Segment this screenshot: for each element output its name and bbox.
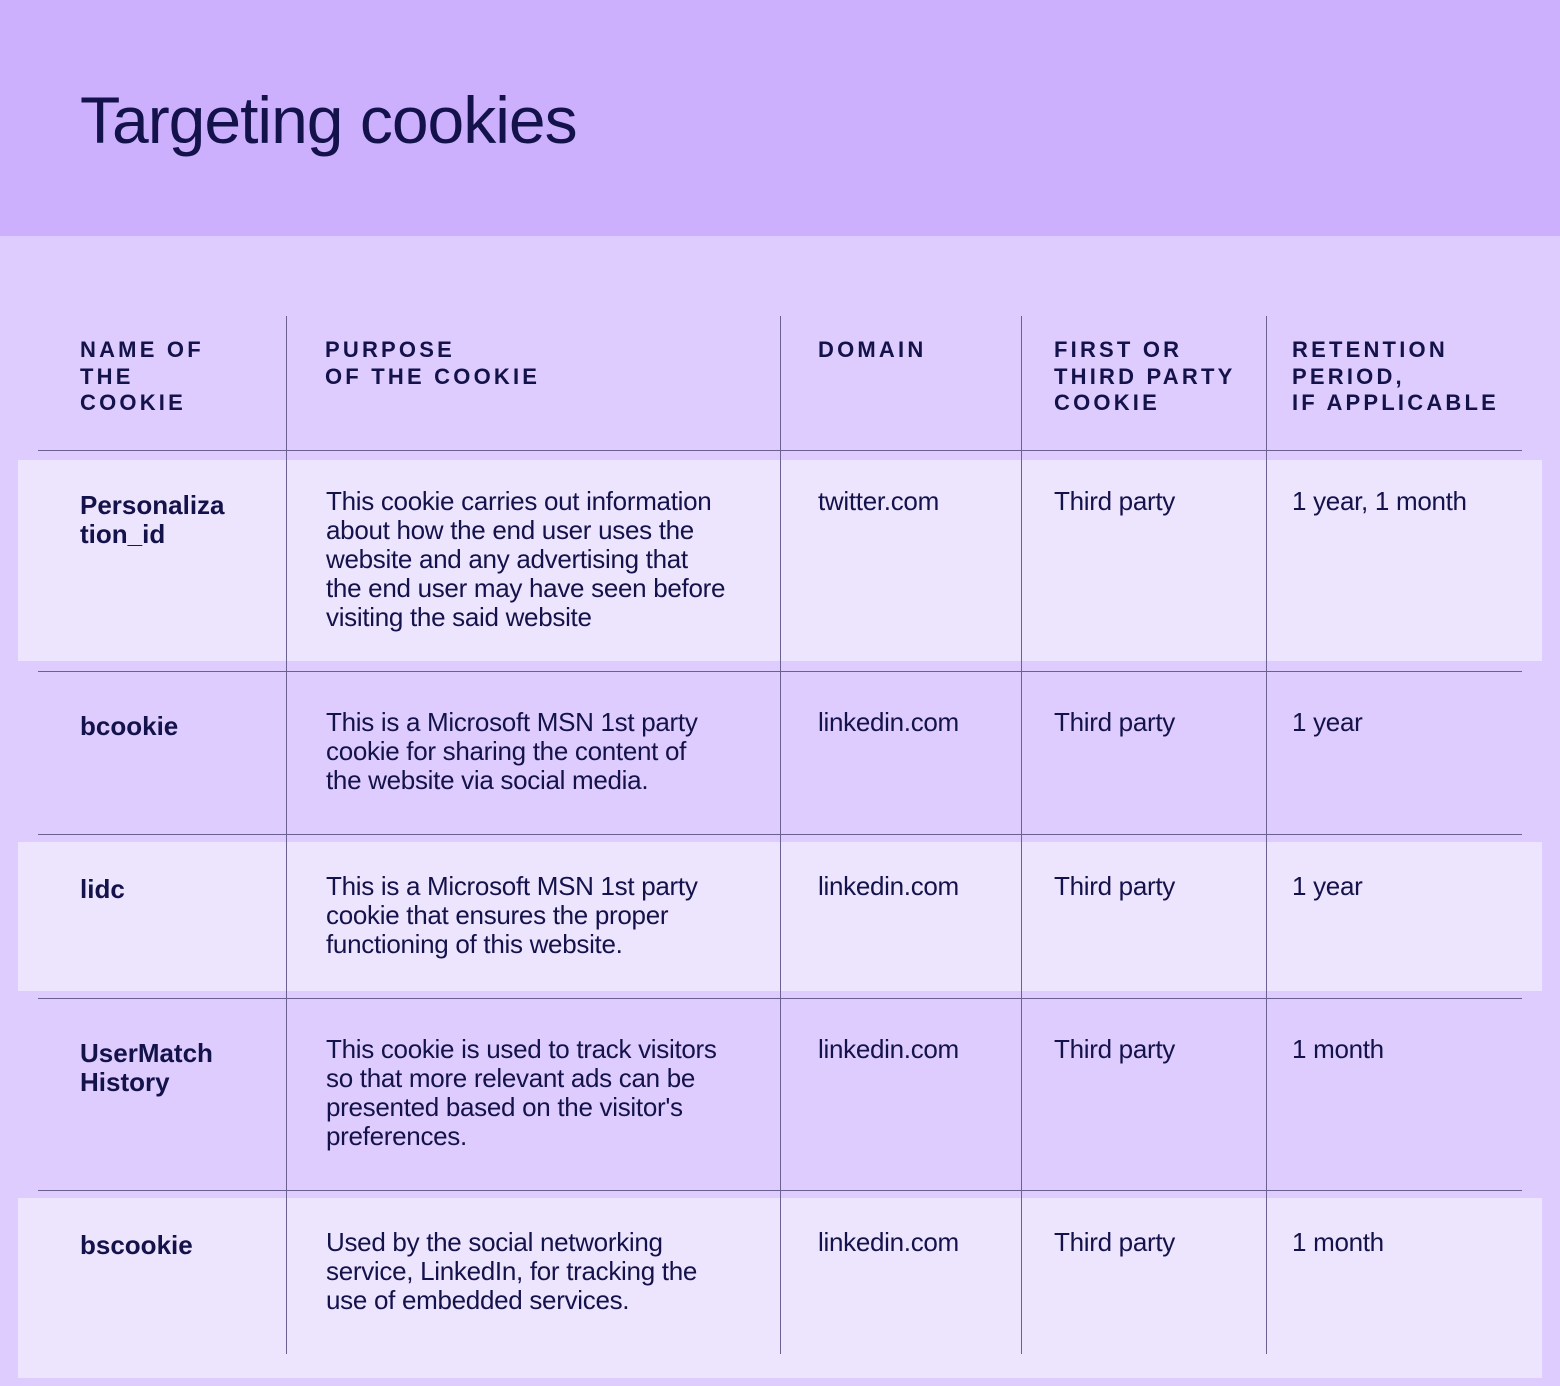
column-divider [286,316,287,1354]
column-divider [1266,316,1267,1354]
cookie-purpose: This is a Microsoft MSN 1st party cookie… [326,871,698,959]
header-purpose: PURPOSE OF THE COOKIE [325,337,541,389]
cookie-domain: linkedin.com [818,707,959,737]
cookie-domain: linkedin.com [818,1034,959,1064]
header-domain: DOMAIN [818,337,927,362]
cookie-purpose: This cookie is used to track visitors so… [326,1034,717,1151]
cookie-party: Third party [1054,707,1175,737]
cookie-retention: 1 year [1292,707,1363,737]
cookie-retention: 1 month [1292,1034,1384,1064]
header-party: FIRST OR THIRD PARTY COOKIE [1054,337,1236,415]
cookie-retention: 1 month [1292,1227,1384,1257]
cookie-party: Third party [1054,1227,1175,1257]
cookie-purpose: This is a Microsoft MSN 1st party cookie… [326,707,698,795]
cookie-party: Third party [1054,871,1175,901]
cookie-name: bcookie [80,711,179,741]
cookie-retention: 1 year, 1 month [1292,486,1467,516]
cookie-name: bscookie [80,1230,193,1260]
cookie-party: Third party [1054,1034,1175,1064]
page-title: Targeting cookies [80,83,578,157]
column-divider [1021,316,1022,1354]
cookie-domain: linkedin.com [818,1227,959,1257]
cookie-domain: twitter.com [818,486,939,516]
cookie-purpose: Used by the social networking service, L… [326,1227,698,1315]
cookie-domain: linkedin.com [818,871,959,901]
cookie-party: Third party [1054,486,1175,516]
header-cookie-name: NAME OF THE COOKIE [80,337,204,415]
column-divider [780,316,781,1354]
header-retention: RETENTION PERIOD, IF APPLICABLE [1292,337,1500,415]
page-header: Targeting cookies [0,0,1560,236]
cookie-retention: 1 year [1292,871,1363,901]
cookie-name: lidc [80,874,125,904]
cookie-purpose: This cookie carries out information abou… [326,486,726,632]
cookie-name: Personaliza tion_id [80,490,225,549]
cookie-name: UserMatch History [80,1038,213,1097]
